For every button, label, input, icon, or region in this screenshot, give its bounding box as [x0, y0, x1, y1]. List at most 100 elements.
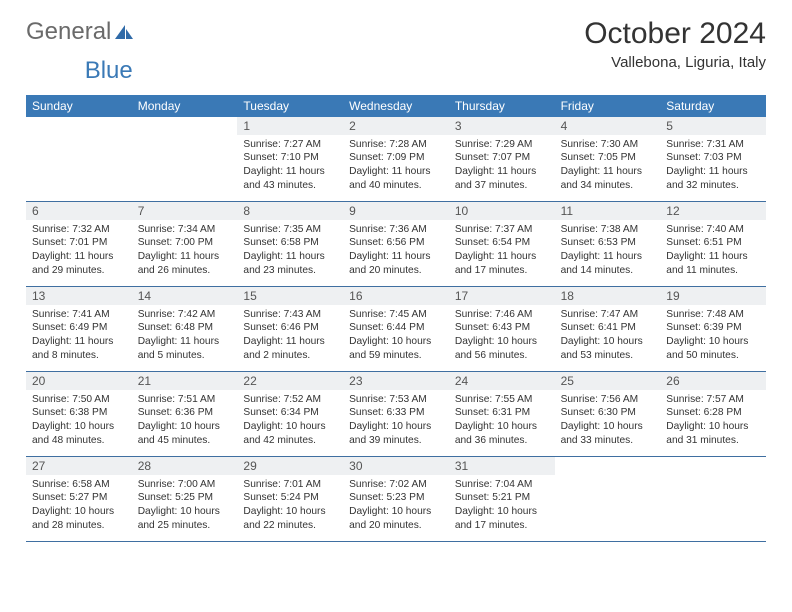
day-number: 6: [26, 202, 132, 220]
day-details: Sunrise: 7:04 AMSunset: 5:21 PMDaylight:…: [449, 475, 555, 539]
day-number: 14: [132, 287, 238, 305]
day-sunset: Sunset: 6:49 PM: [32, 321, 126, 335]
weekday-header-row: SundayMondayTuesdayWednesdayThursdayFrid…: [26, 95, 766, 117]
day-sunset: Sunset: 6:36 PM: [138, 406, 232, 420]
day-daylight: Daylight: 11 hours and 14 minutes.: [561, 250, 655, 278]
day-number: 7: [132, 202, 238, 220]
day-number: 16: [343, 287, 449, 305]
day-daylight: Daylight: 11 hours and 11 minutes.: [666, 250, 760, 278]
day-sunrise: Sunrise: 7:35 AM: [243, 223, 337, 237]
location-label: Vallebona, Liguria, Italy: [584, 54, 766, 71]
calendar-cell: 17Sunrise: 7:46 AMSunset: 6:43 PMDayligh…: [449, 287, 555, 371]
day-daylight: Daylight: 10 hours and 48 minutes.: [32, 420, 126, 448]
day-details: Sunrise: 6:58 AMSunset: 5:27 PMDaylight:…: [26, 475, 132, 539]
day-sunset: Sunset: 7:00 PM: [138, 236, 232, 250]
day-daylight: Daylight: 11 hours and 26 minutes.: [138, 250, 232, 278]
calendar-cell: 30Sunrise: 7:02 AMSunset: 5:23 PMDayligh…: [343, 457, 449, 541]
day-number: 10: [449, 202, 555, 220]
day-number: 30: [343, 457, 449, 475]
day-sunrise: Sunrise: 7:34 AM: [138, 223, 232, 237]
day-daylight: Daylight: 10 hours and 20 minutes.: [349, 505, 443, 533]
day-details: Sunrise: 7:50 AMSunset: 6:38 PMDaylight:…: [26, 390, 132, 454]
logo-sail-icon: [113, 23, 135, 41]
calendar-cell: 19Sunrise: 7:48 AMSunset: 6:39 PMDayligh…: [660, 287, 766, 371]
day-daylight: Daylight: 10 hours and 59 minutes.: [349, 335, 443, 363]
day-sunset: Sunset: 5:21 PM: [455, 491, 549, 505]
day-daylight: Daylight: 10 hours and 39 minutes.: [349, 420, 443, 448]
day-daylight: Daylight: 11 hours and 34 minutes.: [561, 165, 655, 193]
day-sunrise: Sunrise: 7:38 AM: [561, 223, 655, 237]
day-sunrise: Sunrise: 7:56 AM: [561, 393, 655, 407]
calendar-cell: 4Sunrise: 7:30 AMSunset: 7:05 PMDaylight…: [555, 117, 661, 201]
calendar-cell: 16Sunrise: 7:45 AMSunset: 6:44 PMDayligh…: [343, 287, 449, 371]
day-sunrise: Sunrise: 7:55 AM: [455, 393, 549, 407]
day-details: Sunrise: 7:45 AMSunset: 6:44 PMDaylight:…: [343, 305, 449, 369]
calendar-cell: 26Sunrise: 7:57 AMSunset: 6:28 PMDayligh…: [660, 372, 766, 456]
day-sunrise: Sunrise: 6:58 AM: [32, 478, 126, 492]
day-details: Sunrise: 7:38 AMSunset: 6:53 PMDaylight:…: [555, 220, 661, 284]
day-details: Sunrise: 7:48 AMSunset: 6:39 PMDaylight:…: [660, 305, 766, 369]
day-number: 25: [555, 372, 661, 390]
calendar-cell: 1Sunrise: 7:27 AMSunset: 7:10 PMDaylight…: [237, 117, 343, 201]
day-sunset: Sunset: 7:03 PM: [666, 151, 760, 165]
calendar-cell: 31Sunrise: 7:04 AMSunset: 5:21 PMDayligh…: [449, 457, 555, 541]
day-daylight: Daylight: 10 hours and 31 minutes.: [666, 420, 760, 448]
day-details: Sunrise: 7:00 AMSunset: 5:25 PMDaylight:…: [132, 475, 238, 539]
day-sunset: Sunset: 7:09 PM: [349, 151, 443, 165]
calendar-cell: 14Sunrise: 7:42 AMSunset: 6:48 PMDayligh…: [132, 287, 238, 371]
calendar-cell: 27Sunrise: 6:58 AMSunset: 5:27 PMDayligh…: [26, 457, 132, 541]
day-sunset: Sunset: 6:54 PM: [455, 236, 549, 250]
day-sunset: Sunset: 7:07 PM: [455, 151, 549, 165]
day-details: Sunrise: 7:37 AMSunset: 6:54 PMDaylight:…: [449, 220, 555, 284]
day-number: 18: [555, 287, 661, 305]
day-number: 13: [26, 287, 132, 305]
day-sunrise: Sunrise: 7:57 AM: [666, 393, 760, 407]
calendar-cell: 24Sunrise: 7:55 AMSunset: 6:31 PMDayligh…: [449, 372, 555, 456]
calendar-cell: 29Sunrise: 7:01 AMSunset: 5:24 PMDayligh…: [237, 457, 343, 541]
calendar-week: 13Sunrise: 7:41 AMSunset: 6:49 PMDayligh…: [26, 287, 766, 372]
calendar-week: 27Sunrise: 6:58 AMSunset: 5:27 PMDayligh…: [26, 457, 766, 542]
day-number: 17: [449, 287, 555, 305]
day-details: Sunrise: 7:46 AMSunset: 6:43 PMDaylight:…: [449, 305, 555, 369]
day-number: 15: [237, 287, 343, 305]
day-sunset: Sunset: 7:05 PM: [561, 151, 655, 165]
calendar-cell: 28Sunrise: 7:00 AMSunset: 5:25 PMDayligh…: [132, 457, 238, 541]
month-title: October 2024: [584, 18, 766, 50]
calendar-cell: 7 Sunrise: 7:34 AMSunset: 7:00 PMDaylight…: [132, 202, 238, 286]
day-sunset: Sunset: 6:33 PM: [349, 406, 443, 420]
day-number: 29: [237, 457, 343, 475]
day-sunset: Sunset: 6:39 PM: [666, 321, 760, 335]
day-daylight: Daylight: 11 hours and 32 minutes.: [666, 165, 760, 193]
day-sunrise: Sunrise: 7:00 AM: [138, 478, 232, 492]
day-number: 4: [555, 117, 661, 135]
day-sunset: Sunset: 6:51 PM: [666, 236, 760, 250]
day-sunrise: Sunrise: 7:45 AM: [349, 308, 443, 322]
day-daylight: Daylight: 11 hours and 8 minutes.: [32, 335, 126, 363]
day-sunset: Sunset: 6:30 PM: [561, 406, 655, 420]
day-daylight: Daylight: 11 hours and 40 minutes.: [349, 165, 443, 193]
day-details: Sunrise: 7:31 AMSunset: 7:03 PMDaylight:…: [660, 135, 766, 199]
weekday-header: Thursday: [449, 95, 555, 117]
day-number: 5: [660, 117, 766, 135]
day-number: 3: [449, 117, 555, 135]
weekday-header: Wednesday: [343, 95, 449, 117]
day-details: Sunrise: 7:52 AMSunset: 6:34 PMDaylight:…: [237, 390, 343, 454]
day-number: 11: [555, 202, 661, 220]
calendar-cell: 9Sunrise: 7:36 AMSunset: 6:56 PMDaylight…: [343, 202, 449, 286]
calendar-cell: 8Sunrise: 7:35 AMSunset: 6:58 PMDaylight…: [237, 202, 343, 286]
day-sunset: Sunset: 6:58 PM: [243, 236, 337, 250]
day-number: 31: [449, 457, 555, 475]
day-sunset: Sunset: 6:34 PM: [243, 406, 337, 420]
day-sunrise: Sunrise: 7:41 AM: [32, 308, 126, 322]
day-sunrise: Sunrise: 7:51 AM: [138, 393, 232, 407]
day-number: 9: [343, 202, 449, 220]
day-sunrise: Sunrise: 7:27 AM: [243, 138, 337, 152]
day-details: Sunrise: 7:53 AMSunset: 6:33 PMDaylight:…: [343, 390, 449, 454]
day-details: Sunrise: 7:43 AMSunset: 6:46 PMDaylight:…: [237, 305, 343, 369]
calendar-cell: 13 Sunrise: 7:41 AMSunset: 6:49 PMDayligh…: [26, 287, 132, 371]
day-daylight: Daylight: 11 hours and 17 minutes.: [455, 250, 549, 278]
day-sunset: Sunset: 6:28 PM: [666, 406, 760, 420]
weekday-header: Sunday: [26, 95, 132, 117]
day-sunrise: Sunrise: 7:52 AM: [243, 393, 337, 407]
day-details: Sunrise: 7:51 AMSunset: 6:36 PMDaylight:…: [132, 390, 238, 454]
